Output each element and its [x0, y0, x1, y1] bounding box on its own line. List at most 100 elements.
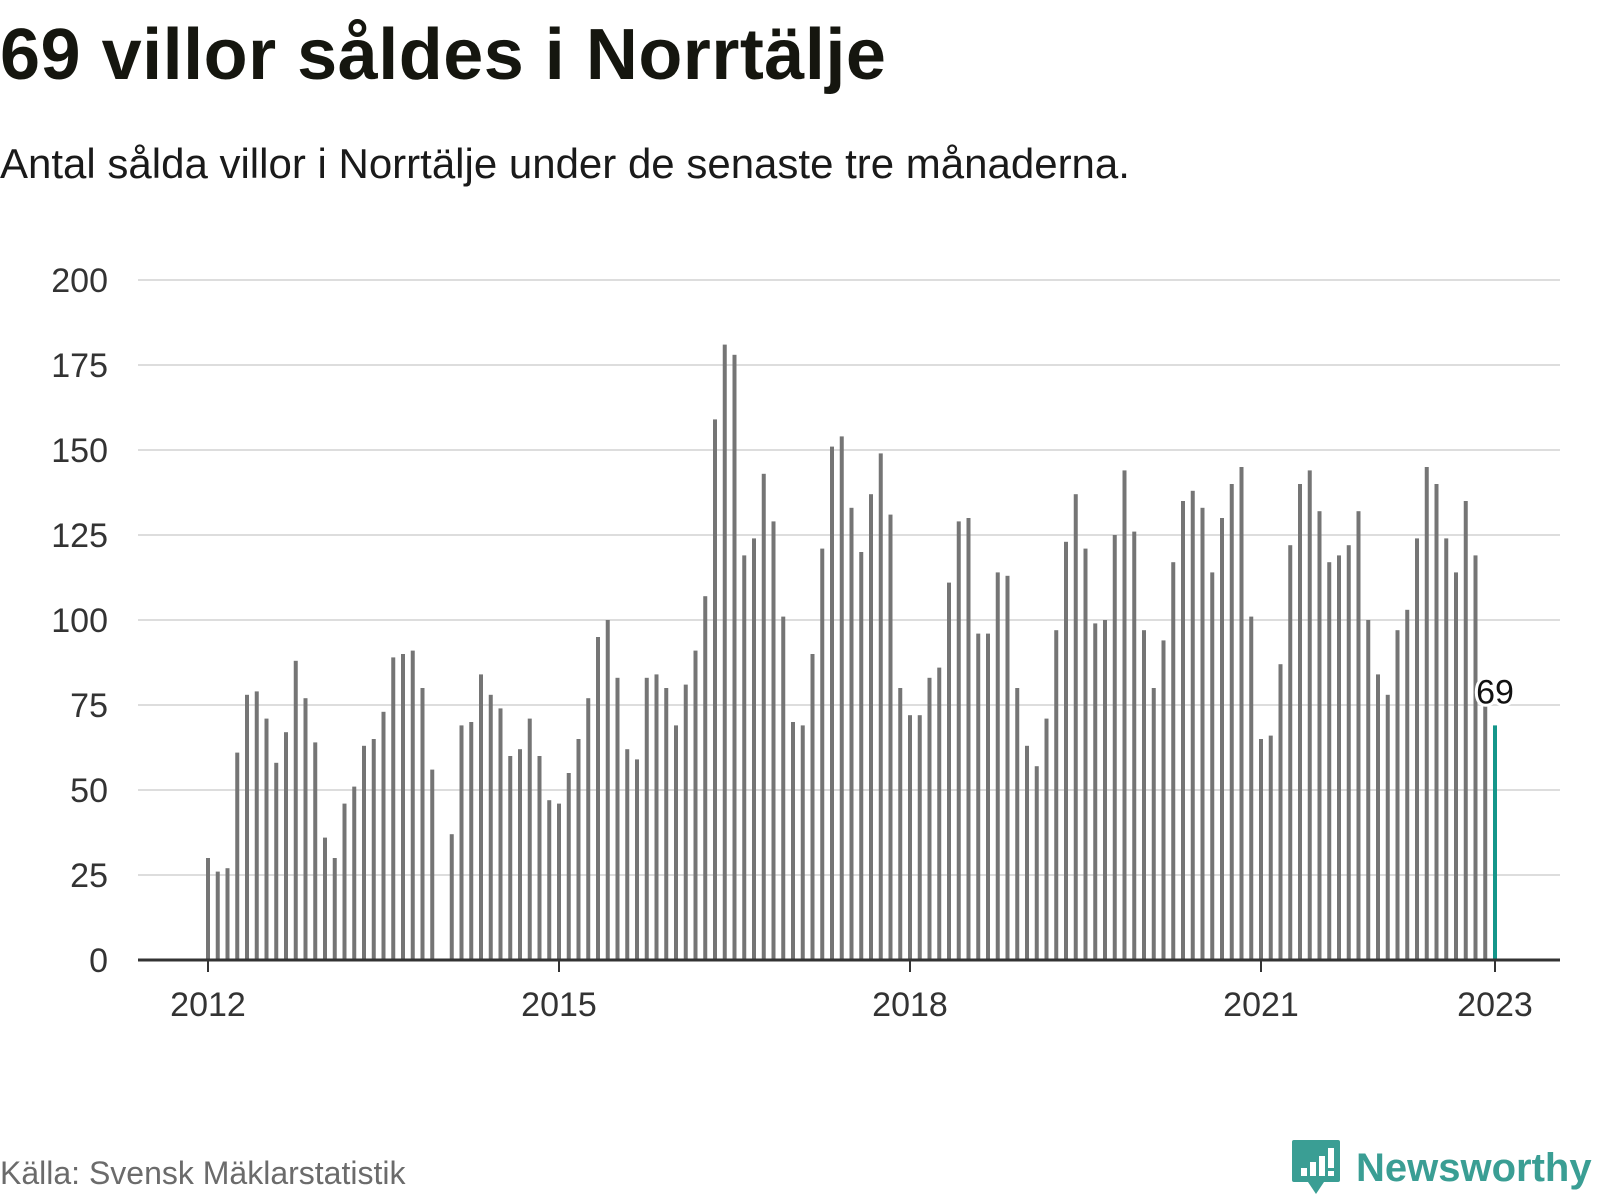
bar: [1083, 548, 1088, 960]
bar: [342, 803, 347, 960]
bar: [313, 742, 318, 960]
bar: [966, 518, 971, 960]
bar: [1317, 511, 1322, 960]
bar: [1161, 640, 1166, 960]
bar: [1268, 735, 1273, 960]
highlight-value-label: 69: [1476, 673, 1514, 711]
bar: [254, 691, 259, 960]
bar: [898, 688, 903, 960]
y-tick-label: 175: [51, 347, 108, 385]
bar: [235, 752, 240, 960]
bar: [605, 620, 610, 960]
bar: [752, 538, 756, 960]
y-tick-label: 0: [89, 942, 108, 980]
bar: [742, 555, 747, 960]
bar: [284, 732, 288, 960]
x-tick-label: 2018: [872, 986, 948, 1024]
bar: [371, 739, 376, 960]
bar: [1239, 467, 1244, 960]
bar: [1171, 562, 1176, 960]
bar: [878, 453, 883, 960]
bar: [635, 759, 639, 960]
bar: [800, 725, 805, 960]
y-tick-label: 75: [70, 687, 108, 725]
bar: [596, 637, 600, 960]
bar: [995, 572, 1000, 960]
bar: [1229, 484, 1234, 960]
bar: [976, 633, 981, 960]
bar: [401, 654, 405, 960]
bar: [469, 722, 474, 960]
bar: [937, 667, 942, 960]
bar: [654, 674, 659, 960]
bar: [1181, 501, 1185, 960]
bar: [1142, 630, 1146, 960]
bar: [293, 660, 298, 960]
bar: [527, 718, 532, 960]
bar: [1327, 562, 1332, 960]
bar: [1298, 484, 1302, 960]
bar: [1454, 572, 1458, 960]
bar: [820, 548, 825, 960]
bar: [459, 725, 464, 960]
bar: [917, 715, 922, 960]
bar: [1463, 501, 1468, 960]
bar: [703, 596, 708, 960]
bar: [615, 677, 620, 960]
bar: [839, 436, 844, 960]
bar: [362, 745, 366, 960]
bar: [488, 694, 493, 960]
bar: [479, 674, 483, 960]
bar: [1424, 467, 1429, 960]
y-tick-label: 100: [51, 602, 108, 640]
bars: [206, 344, 1497, 961]
bar: [1307, 470, 1312, 960]
bar: [869, 494, 873, 960]
bar: [1034, 766, 1039, 960]
bar: [1415, 538, 1419, 960]
x-tick-label: 2021: [1223, 986, 1299, 1024]
bar: [547, 800, 552, 960]
bar: [1025, 745, 1029, 960]
x-tick-label: 2015: [521, 986, 597, 1024]
bar: [1249, 616, 1254, 960]
bar: [830, 446, 834, 961]
bar: [859, 552, 864, 960]
bar: [713, 419, 717, 960]
bar-chart-speech-bubble-icon: [1292, 1140, 1340, 1194]
bar: [498, 708, 503, 960]
bar: [1278, 664, 1283, 960]
bar: [1366, 620, 1371, 960]
bar: [888, 514, 893, 960]
bar: [1346, 545, 1351, 960]
bar: [508, 756, 513, 960]
bar: [1064, 541, 1068, 960]
bar: [1093, 623, 1098, 960]
bar: [1385, 694, 1390, 960]
y-tick-label: 125: [51, 517, 108, 555]
bar: [1444, 538, 1449, 960]
bar: [420, 688, 425, 960]
bar: [245, 694, 249, 960]
bar: [722, 344, 727, 961]
y-tick-label: 25: [70, 857, 108, 895]
bar: [761, 473, 766, 960]
newsworthy-logo[interactable]: Newsworthy: [1290, 1138, 1592, 1198]
bar: [1122, 470, 1127, 960]
bar: [683, 684, 688, 960]
bar: [518, 749, 522, 960]
bar: [849, 507, 854, 960]
bar: [1473, 555, 1478, 960]
bar: [674, 725, 678, 960]
bar: [1288, 545, 1293, 960]
bar: [303, 698, 308, 960]
bar: [1210, 572, 1215, 960]
bar: [225, 868, 230, 960]
annotations: 69: [1473, 670, 1517, 714]
bar: [576, 739, 581, 960]
bar: [1054, 630, 1059, 960]
bar: [1044, 718, 1049, 960]
x-axis: 2012 2015 2018 2021 2023: [138, 958, 1560, 1024]
bar: [537, 756, 542, 960]
